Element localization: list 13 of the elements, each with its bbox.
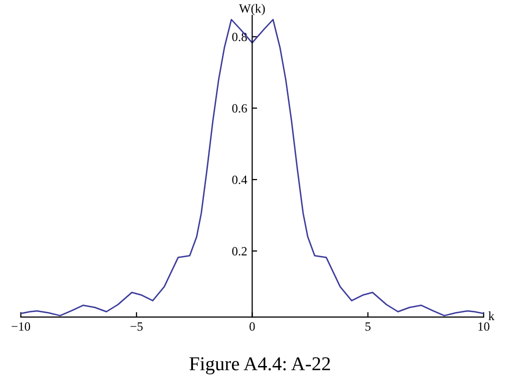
y-tick-label: 0.2: [232, 247, 247, 256]
x-tick-label: −10: [12, 322, 30, 331]
x-tick-label: 5: [366, 322, 371, 331]
x-axis-title: k: [488, 311, 494, 320]
line-series: [20, 18, 484, 316]
caption: Figure A4.4: A-22: [190, 357, 330, 374]
x-tick-label: −5: [130, 322, 143, 331]
y-tick-label: 0.8: [232, 32, 247, 42]
x-tick-label: 0: [250, 322, 255, 331]
y-axis-title: W(k): [239, 4, 265, 16]
y-tick-label: 0.4: [232, 176, 248, 184]
y-tick-label: 0.6: [232, 104, 247, 113]
x-tick-label: 10: [478, 322, 490, 331]
